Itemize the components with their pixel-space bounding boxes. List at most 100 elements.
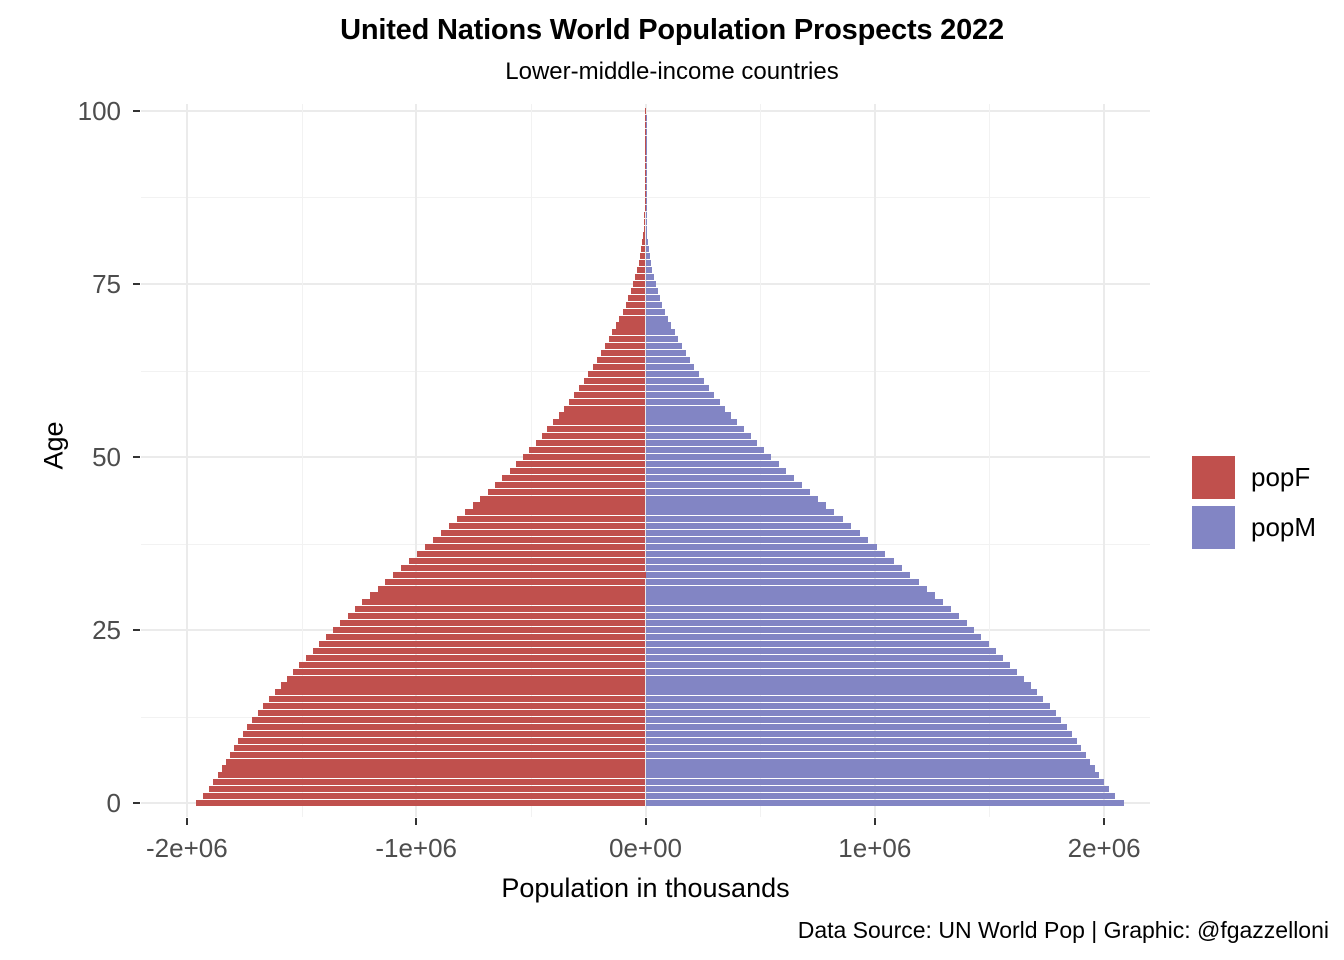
legend: popF popM bbox=[1192, 452, 1342, 552]
legend-item[interactable]: popF bbox=[1192, 452, 1342, 502]
bar-popM bbox=[645, 128, 647, 135]
bar-popM bbox=[645, 412, 732, 419]
bar-popF bbox=[305, 654, 646, 661]
bar-popM bbox=[645, 578, 919, 585]
bar-popF bbox=[208, 786, 646, 793]
bar-popM bbox=[645, 661, 1011, 668]
bar-popM bbox=[645, 592, 936, 599]
bar-popF bbox=[558, 412, 646, 419]
bar-popM bbox=[645, 190, 647, 198]
bar-popF bbox=[238, 737, 646, 744]
bar-popF bbox=[535, 440, 646, 447]
bar-popM bbox=[645, 682, 1031, 689]
y-tick-label: 50 bbox=[92, 442, 121, 473]
bar-popF bbox=[472, 502, 646, 509]
bar-popF bbox=[218, 772, 646, 779]
bar-popF bbox=[625, 301, 646, 308]
gridline-x-major bbox=[185, 104, 188, 817]
bar-popF bbox=[465, 509, 646, 516]
bar-popM bbox=[645, 405, 726, 412]
legend-item[interactable]: popM bbox=[1192, 502, 1342, 552]
bar-popF bbox=[563, 405, 646, 412]
x-axis-title: Population in thousands bbox=[501, 873, 790, 903]
bar-popF bbox=[568, 398, 646, 405]
bar-popM bbox=[645, 557, 894, 564]
bar-popF bbox=[612, 329, 646, 336]
bar-popM bbox=[645, 177, 647, 184]
bar-popF bbox=[516, 460, 646, 467]
bar-popF bbox=[362, 599, 646, 606]
bar-popM bbox=[645, 350, 686, 357]
bar-popM bbox=[645, 758, 1091, 765]
bar-popM bbox=[645, 537, 869, 544]
bar-popM bbox=[645, 301, 663, 308]
bar-popF bbox=[292, 668, 646, 675]
bar-popF bbox=[263, 703, 646, 710]
bar-popF bbox=[203, 793, 646, 800]
bar-popM bbox=[645, 627, 975, 634]
bar-popF bbox=[333, 627, 646, 634]
plot-panel bbox=[141, 104, 1150, 817]
bar-popM bbox=[645, 357, 690, 364]
bar-popM bbox=[645, 370, 699, 377]
bar-popF bbox=[644, 114, 646, 121]
bar-popF bbox=[547, 426, 646, 433]
bar-popM bbox=[645, 135, 647, 142]
bar-popM bbox=[645, 440, 758, 447]
bar-popM bbox=[645, 377, 704, 384]
bar-popF bbox=[628, 294, 646, 301]
bar-popM bbox=[645, 599, 944, 606]
bar-popF bbox=[340, 620, 646, 627]
bar-popF bbox=[619, 315, 646, 322]
bar-popM bbox=[645, 260, 651, 267]
bar-popF bbox=[622, 308, 646, 315]
bar-popF bbox=[274, 689, 646, 696]
bar-popM bbox=[645, 447, 765, 454]
bar-popF bbox=[588, 370, 646, 377]
bar-popF bbox=[222, 765, 646, 772]
legend-label: popM bbox=[1251, 511, 1317, 542]
bar-popM bbox=[645, 308, 666, 315]
bar-popF bbox=[608, 336, 646, 343]
gridline-x-major bbox=[873, 104, 876, 817]
bar-popM bbox=[645, 523, 852, 530]
bar-popM bbox=[645, 516, 843, 523]
y-axis-title: Age bbox=[38, 421, 69, 470]
bar-popF bbox=[573, 391, 646, 398]
bar-popM bbox=[645, 800, 1124, 807]
bar-popM bbox=[645, 204, 647, 211]
bar-popF bbox=[449, 523, 646, 530]
bar-popM bbox=[645, 280, 656, 287]
bar-popF bbox=[234, 744, 646, 751]
bar-popM bbox=[645, 253, 650, 260]
bar-popM bbox=[645, 267, 653, 274]
y-tick-mark bbox=[133, 456, 140, 459]
bar-popF bbox=[583, 377, 646, 384]
x-tick-mark bbox=[185, 818, 188, 825]
bar-popF bbox=[377, 585, 646, 592]
bar-popM bbox=[645, 543, 877, 551]
bar-popF bbox=[637, 267, 646, 274]
bar-popM bbox=[645, 246, 649, 253]
y-tick-mark bbox=[133, 282, 140, 285]
bar-popM bbox=[645, 689, 1037, 696]
y-tick-label: 25 bbox=[92, 615, 121, 646]
bar-popF bbox=[242, 730, 646, 737]
bar-popF bbox=[299, 661, 646, 668]
bar-popF bbox=[226, 758, 646, 765]
x-tick-label: -1e+06 bbox=[375, 833, 458, 863]
bar-popM bbox=[645, 336, 679, 343]
bar-popF bbox=[578, 384, 646, 391]
bar-popM bbox=[645, 274, 654, 281]
bar-popM bbox=[645, 550, 886, 557]
bar-popF bbox=[393, 571, 646, 578]
bar-popF bbox=[630, 287, 646, 294]
bar-popF bbox=[441, 530, 646, 537]
gridline-x-minor bbox=[989, 104, 991, 817]
bar-popM bbox=[645, 343, 682, 350]
bar-popM bbox=[645, 751, 1087, 758]
bar-popF bbox=[480, 495, 646, 502]
bar-popM bbox=[645, 765, 1095, 772]
bar-popM bbox=[645, 703, 1050, 710]
gridline-x-major bbox=[1103, 104, 1106, 817]
